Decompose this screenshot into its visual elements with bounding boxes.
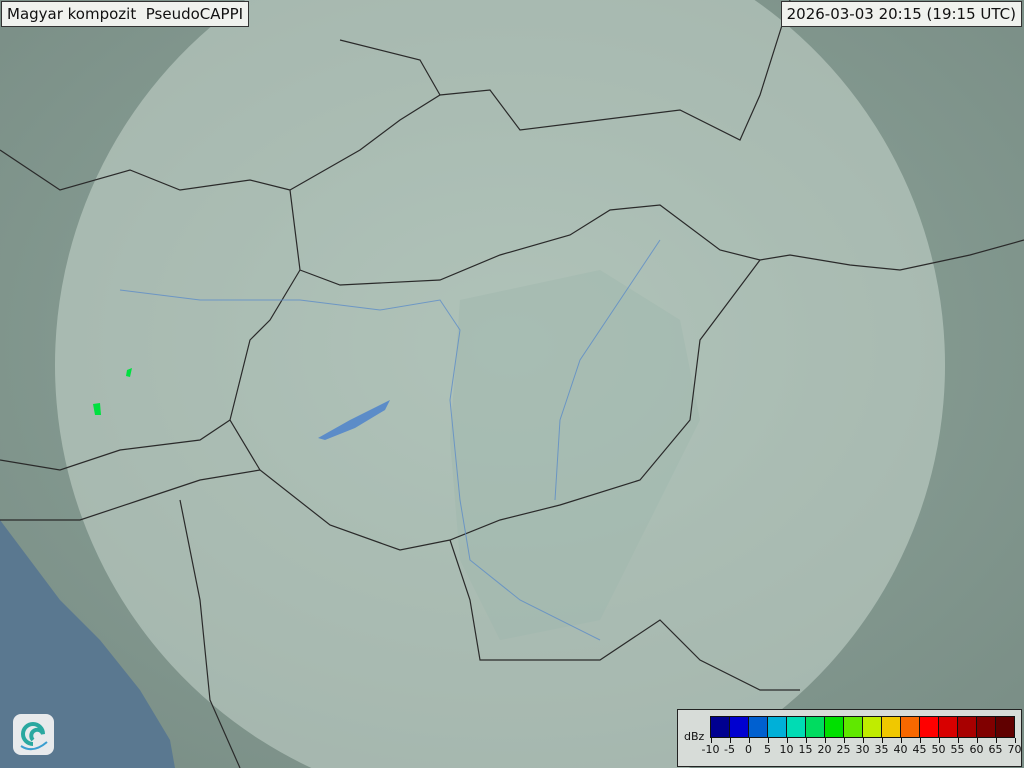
legend-tick-label: 15	[798, 743, 813, 756]
legend-tick	[805, 738, 807, 743]
timestamp: 2026-03-03 20:15 (19:15 UTC)	[780, 1, 1022, 27]
legend-color-cell	[806, 717, 825, 737]
legend-tick	[957, 738, 959, 743]
legend-tick-label: 45	[912, 743, 927, 756]
legend-tick	[995, 738, 997, 743]
inner-plain-area	[450, 270, 700, 640]
legend-color-cell	[768, 717, 787, 737]
legend-color-cell	[901, 717, 920, 737]
legend-tick	[843, 738, 845, 743]
legend-tick	[919, 738, 921, 743]
legend-tick-label: 60	[969, 743, 984, 756]
legend-color-cell	[920, 717, 939, 737]
legend-tick	[710, 738, 712, 743]
legend-color-cell	[730, 717, 749, 737]
lake-balaton	[318, 400, 390, 440]
legend-tick	[976, 738, 978, 743]
legend-tick-label: 5	[764, 743, 771, 756]
legend-tick-label: 50	[931, 743, 946, 756]
legend-color-cell	[749, 717, 768, 737]
legend-tick-label: 25	[836, 743, 851, 756]
legend-tick	[786, 738, 788, 743]
legend-ticks: -10 -5 0 5 10 15 20 25 30 35 40 45 50 55 60 65 70	[702, 738, 1022, 762]
legend-color-cell	[787, 717, 806, 737]
legend-color-cell	[825, 717, 844, 737]
legend-color-cell	[977, 717, 996, 737]
adriatic-sea	[0, 520, 175, 768]
legend-tick	[767, 738, 769, 743]
rivers	[119, 239, 661, 641]
legend-color-cell	[711, 717, 730, 737]
legend-tick	[748, 738, 750, 743]
legend-color-cell	[939, 717, 958, 737]
legend-tick	[900, 738, 902, 743]
legend-tick	[862, 738, 864, 743]
legend-tick-label: 30	[855, 743, 870, 756]
swirl-logo-icon[interactable]	[13, 714, 54, 755]
legend-color-cell	[882, 717, 901, 737]
legend-color-cell	[958, 717, 977, 737]
legend-tick	[824, 738, 826, 743]
legend-tick-label: 70	[1007, 743, 1022, 756]
legend-color-cell	[844, 717, 863, 737]
legend-tick-label: 40	[893, 743, 908, 756]
legend-tick	[729, 738, 731, 743]
dbz-color-legend: dBz -10 -5 0 5 10 15 20 25 30 35 40 45 50 55 60 65 70	[677, 709, 1022, 767]
legend-tick	[881, 738, 883, 743]
legend-tick-label: 10	[779, 743, 794, 756]
radar-echo	[93, 368, 132, 415]
legend-color-cell	[863, 717, 882, 737]
legend-color-cell	[996, 717, 1014, 737]
map-title: Magyar kompozit PseudoCAPPI	[1, 1, 250, 27]
legend-tick-label: 20	[817, 743, 832, 756]
legend-tick	[938, 738, 940, 743]
legend-color-scale	[710, 716, 1015, 738]
legend-tick-label: -10	[701, 743, 720, 756]
legend-tick-label: 35	[874, 743, 889, 756]
legend-tick-label: -5	[724, 743, 735, 756]
legend-tick-label: 55	[950, 743, 965, 756]
legend-tick	[1014, 738, 1016, 743]
legend-tick-label: 65	[988, 743, 1003, 756]
legend-tick-label: 0	[745, 743, 752, 756]
legend-unit: dBz	[684, 730, 705, 743]
